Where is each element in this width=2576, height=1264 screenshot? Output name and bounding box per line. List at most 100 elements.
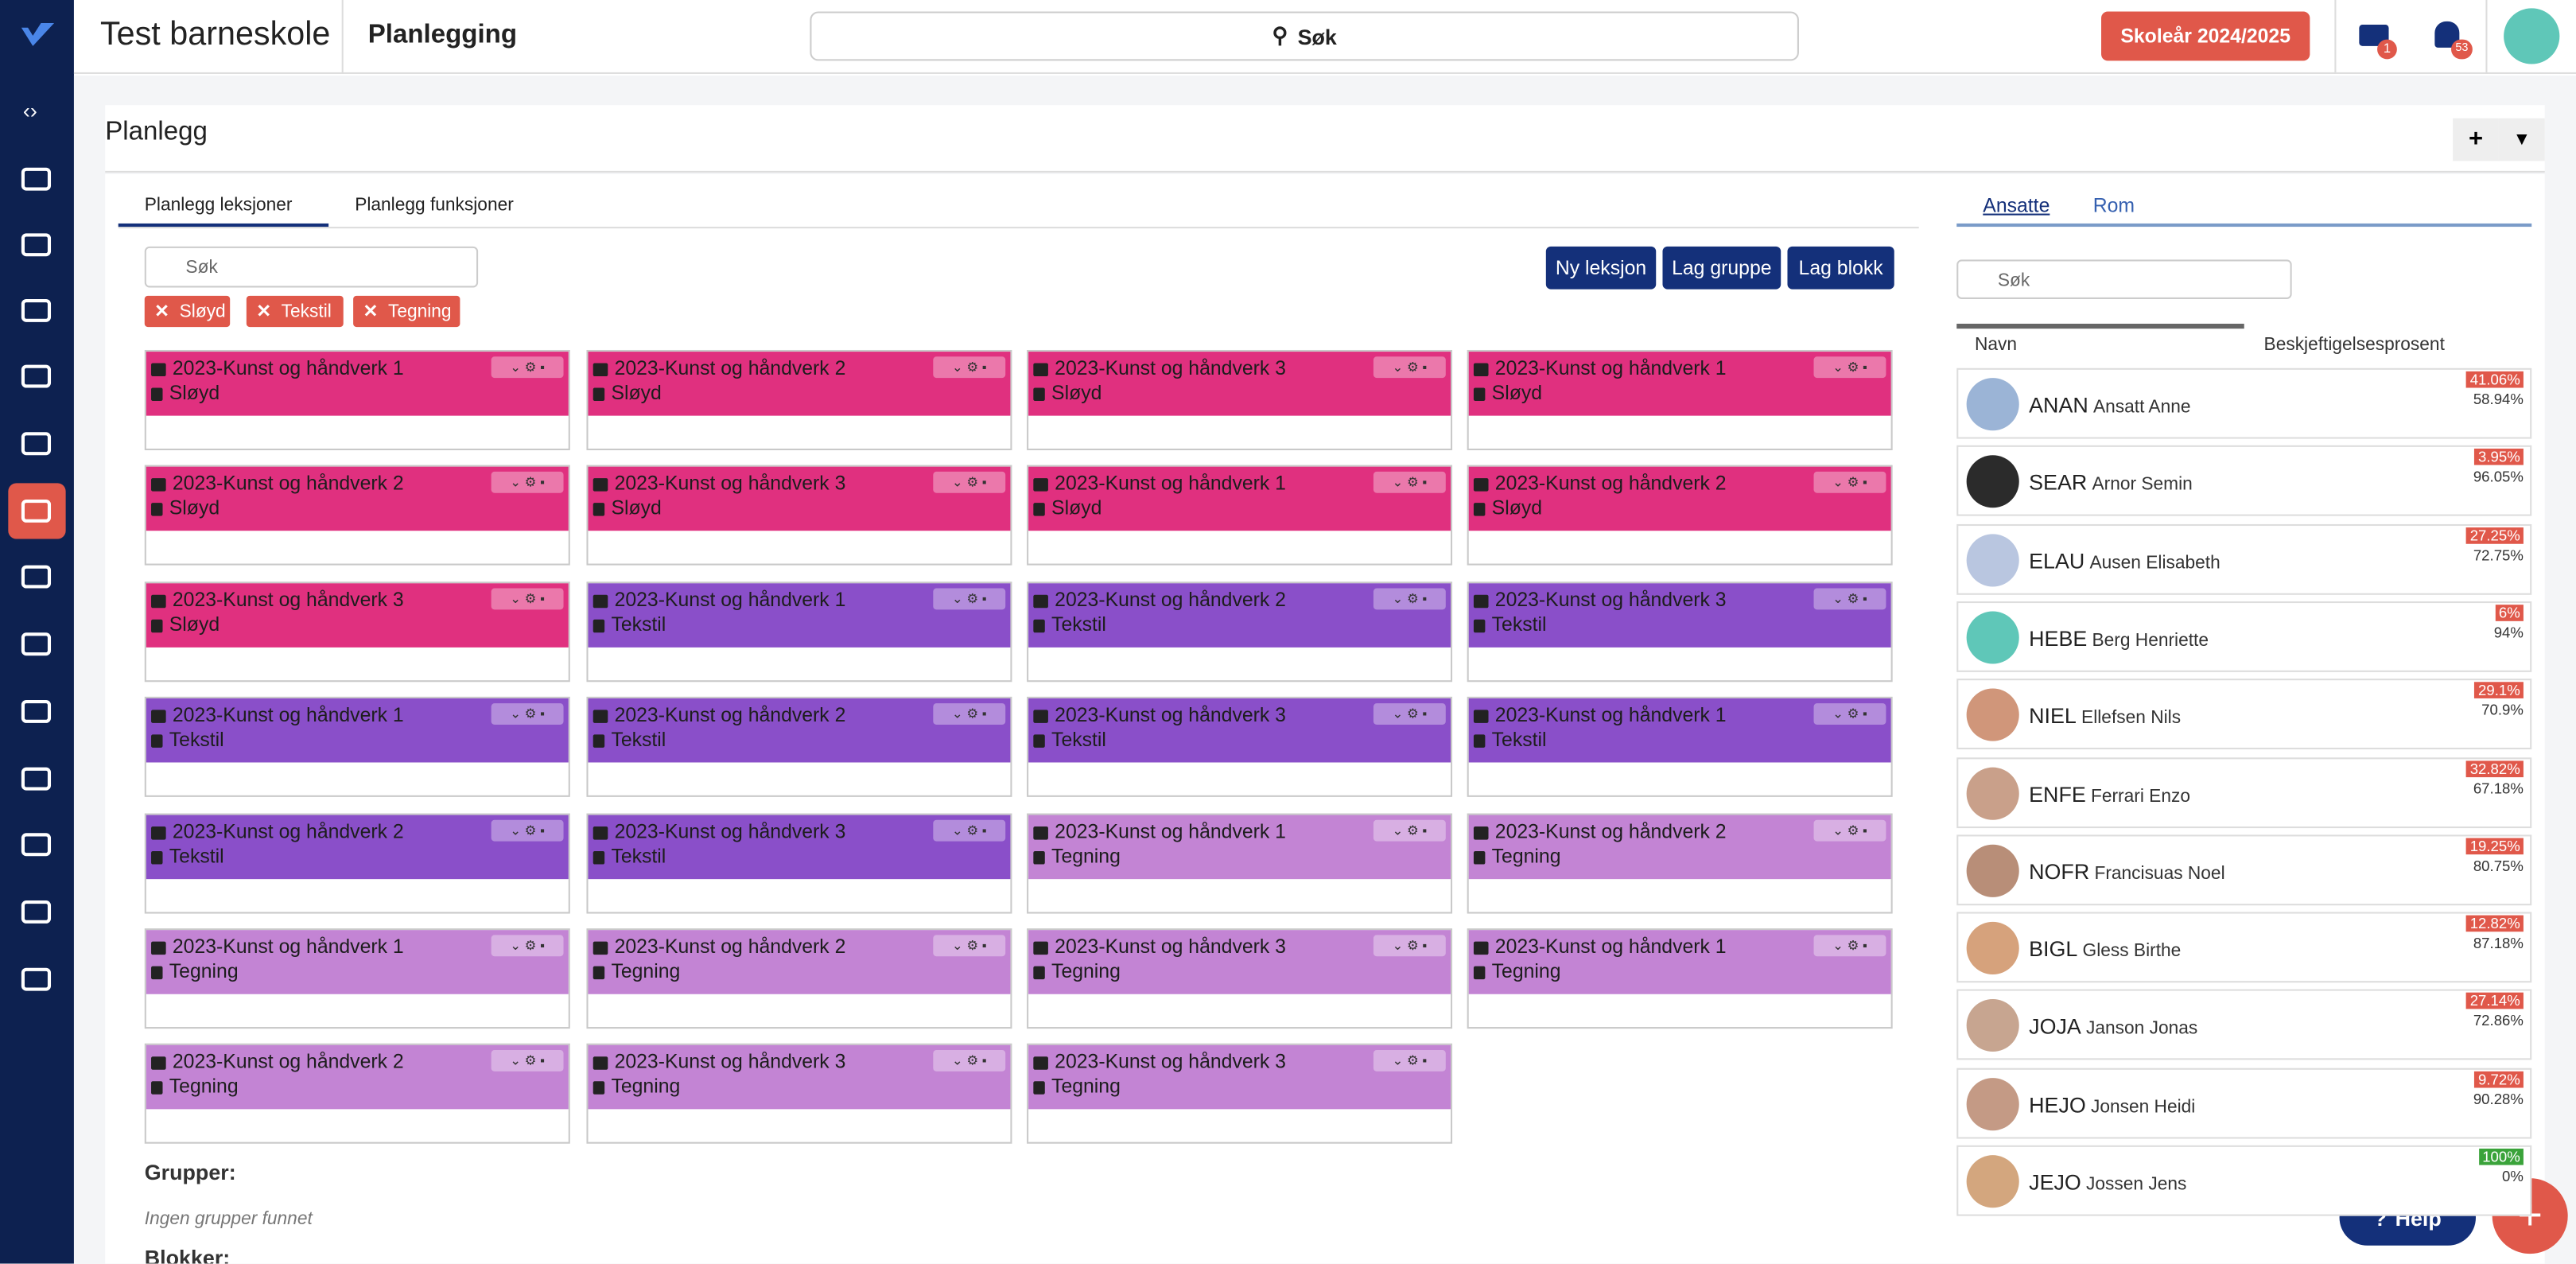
lesson-card[interactable]: 2023-Kunst og håndverk 1 Tegning ⌄ ⚙ ▪ [1027, 812, 1453, 913]
lesson-card[interactable]: 2023-Kunst og håndverk 2 Sløyd ⌄ ⚙ ▪ [586, 349, 1012, 451]
action-button[interactable]: Ny leksjon [1545, 246, 1657, 290]
action-button[interactable]: Lag blokk [1787, 246, 1894, 290]
filter-button[interactable]: ▼ [2498, 118, 2545, 161]
card-tools[interactable]: ⌄ ⚙ ▪ [1813, 588, 1886, 609]
staff-row[interactable]: ELAU Ausen Elisabeth 27.25% 72.75% [1956, 523, 2532, 594]
nav-active[interactable] [8, 483, 66, 539]
lesson-card[interactable]: 2023-Kunst og håndverk 2 Tekstil ⌄ ⚙ ▪ [144, 812, 570, 913]
staff-row[interactable]: HEBE Berg Henriette 6% 94% [1956, 601, 2532, 672]
card-tools[interactable]: ⌄ ⚙ ▪ [491, 819, 564, 841]
nav-icon[interactable] [21, 233, 52, 257]
nav-icon[interactable] [21, 967, 52, 991]
lesson-card[interactable]: 2023-Kunst og håndverk 1 Tekstil ⌄ ⚙ ▪ [1467, 697, 1893, 798]
lesson-card[interactable]: 2023-Kunst og håndverk 3 Tegning ⌄ ⚙ ▪ [1027, 1044, 1453, 1145]
nav-icon[interactable] [21, 298, 52, 322]
staff-row[interactable]: NOFR Francisuas Noel 19.25% 80.75% [1956, 834, 2532, 905]
lesson-card[interactable]: 2023-Kunst og håndverk 2 Tekstil ⌄ ⚙ ▪ [586, 697, 1012, 798]
card-tools[interactable]: ⌄ ⚙ ▪ [933, 356, 1006, 379]
lesson-card[interactable]: 2023-Kunst og håndverk 3 Sløyd ⌄ ⚙ ▪ [586, 465, 1012, 566]
tab-active[interactable]: Planlegg leksjoner [144, 195, 293, 216]
card-tools[interactable]: ⌄ ⚙ ▪ [933, 588, 1006, 609]
add-button[interactable]: + [2453, 118, 2499, 161]
lesson-card[interactable]: 2023-Kunst og håndverk 1 Tekstil ⌄ ⚙ ▪ [144, 697, 570, 798]
card-tools[interactable]: ⌄ ⚙ ▪ [1813, 703, 1886, 725]
filter-chip[interactable]: ✕ Tekstil [246, 295, 344, 328]
card-tools[interactable]: ⌄ ⚙ ▪ [933, 935, 1006, 957]
staff-row[interactable]: HEJO Jonsen Heidi 9.72% 90.28% [1956, 1068, 2532, 1138]
lesson-card[interactable]: 2023-Kunst og håndverk 1 Sløyd ⌄ ⚙ ▪ [1027, 465, 1453, 566]
column-header[interactable]: Beskjeftigelsesprosent [2263, 335, 2445, 356]
staff-tab[interactable]: Rom [2092, 193, 2135, 217]
card-tools[interactable]: ⌄ ⚙ ▪ [1373, 935, 1446, 957]
card-tools[interactable]: ⌄ ⚙ ▪ [1813, 356, 1886, 379]
lesson-card[interactable]: 2023-Kunst og håndverk 1 Tegning ⌄ ⚙ ▪ [1467, 928, 1893, 1029]
chip-remove[interactable]: ✕ [154, 302, 170, 322]
card-tools[interactable]: ⌄ ⚙ ▪ [1813, 472, 1886, 494]
card-tools[interactable]: ⌄ ⚙ ▪ [1373, 703, 1446, 725]
nav-icon[interactable] [21, 167, 52, 191]
card-tools[interactable]: ⌄ ⚙ ▪ [1373, 819, 1446, 841]
lesson-card[interactable]: 2023-Kunst og håndverk 2 Tegning ⌄ ⚙ ▪ [1467, 812, 1893, 913]
lesson-card[interactable]: 2023-Kunst og håndverk 2 Tegning ⌄ ⚙ ▪ [144, 1044, 570, 1145]
nav-icon[interactable] [21, 632, 52, 656]
lesson-card[interactable]: 2023-Kunst og håndverk 1 Tegning ⌄ ⚙ ▪ [144, 928, 570, 1029]
card-tools[interactable]: ⌄ ⚙ ▪ [491, 1050, 564, 1072]
lesson-search[interactable]: Søk [144, 246, 479, 288]
nav-icon[interactable] [21, 364, 52, 388]
card-tools[interactable]: ⌄ ⚙ ▪ [933, 703, 1006, 725]
staff-row[interactable]: ENFE Ferrari Enzo 32.82% 67.18% [1956, 756, 2532, 828]
lesson-card[interactable]: 2023-Kunst og håndverk 3 Tekstil ⌄ ⚙ ▪ [586, 812, 1012, 913]
nav-icon[interactable] [21, 900, 52, 924]
user-avatar[interactable] [2504, 8, 2560, 64]
staff-row[interactable]: BIGL Gless Birthe 12.82% 87.18% [1956, 912, 2532, 983]
nav-icon[interactable] [21, 767, 52, 791]
filter-chip[interactable]: ✕ Tegning [353, 295, 460, 328]
nav-icon[interactable] [21, 833, 52, 857]
lesson-card[interactable]: 2023-Kunst og håndverk 2 Tegning ⌄ ⚙ ▪ [586, 928, 1012, 1029]
lesson-card[interactable]: 2023-Kunst og håndverk 1 Sløyd ⌄ ⚙ ▪ [144, 349, 570, 451]
card-tools[interactable]: ⌄ ⚙ ▪ [1373, 472, 1446, 494]
action-button[interactable]: Lag gruppe [1662, 246, 1781, 290]
logo[interactable] [21, 22, 55, 46]
column-header[interactable]: Navn [1974, 335, 2018, 356]
card-tools[interactable]: ⌄ ⚙ ▪ [1373, 1050, 1446, 1072]
card-tools[interactable]: ⌄ ⚙ ▪ [1813, 819, 1886, 841]
card-tools[interactable]: ⌄ ⚙ ▪ [491, 935, 564, 957]
staff-tab-active[interactable]: Ansatte [1983, 193, 2050, 217]
lesson-card[interactable]: 2023-Kunst og håndverk 3 Sløyd ⌄ ⚙ ▪ [144, 581, 570, 682]
staff-row[interactable]: ANAN Ansatt Anne 41.06% 58.94% [1956, 368, 2532, 439]
lesson-card[interactable]: 2023-Kunst og håndverk 3 Tekstil ⌄ ⚙ ▪ [1467, 581, 1893, 682]
staff-row[interactable]: JEJO Jossen Jens 100% 0% [1956, 1145, 2532, 1216]
card-tools[interactable]: ⌄ ⚙ ▪ [491, 356, 564, 379]
global-search[interactable]: ⚲ Søk [810, 11, 1799, 61]
card-tools[interactable]: ⌄ ⚙ ▪ [491, 472, 564, 494]
lesson-card[interactable]: 2023-Kunst og håndverk 2 Sløyd ⌄ ⚙ ▪ [1467, 465, 1893, 566]
staff-row[interactable]: SEAR Arnor Semin 3.95% 96.05% [1956, 445, 2532, 517]
card-tools[interactable]: ⌄ ⚙ ▪ [491, 588, 564, 609]
tab[interactable]: Planlegg funksjoner [355, 195, 514, 216]
card-tools[interactable]: ⌄ ⚙ ▪ [933, 472, 1006, 494]
card-tools[interactable]: ⌄ ⚙ ▪ [1813, 935, 1886, 957]
chip-remove[interactable]: ✕ [256, 302, 272, 322]
card-tools[interactable]: ⌄ ⚙ ▪ [933, 819, 1006, 841]
chip-remove[interactable]: ✕ [363, 302, 379, 322]
lesson-card[interactable]: 2023-Kunst og håndverk 1 Sløyd ⌄ ⚙ ▪ [1467, 349, 1893, 451]
card-tools[interactable]: ⌄ ⚙ ▪ [933, 1050, 1006, 1072]
lesson-card[interactable]: 2023-Kunst og håndverk 3 Tegning ⌄ ⚙ ▪ [586, 1044, 1012, 1145]
year-button[interactable]: Skoleår 2024/2025 [2101, 11, 2310, 61]
toggle-icon[interactable]: ‹› [22, 98, 37, 123]
lesson-card[interactable]: 2023-Kunst og håndverk 3 Sløyd ⌄ ⚙ ▪ [1027, 349, 1453, 451]
card-tools[interactable]: ⌄ ⚙ ▪ [1373, 356, 1446, 379]
staff-row[interactable]: JOJA Janson Jonas 27.14% 72.86% [1956, 990, 2532, 1061]
nav-icon[interactable] [21, 565, 52, 589]
card-tools[interactable]: ⌄ ⚙ ▪ [491, 703, 564, 725]
nav-icon[interactable] [21, 699, 52, 723]
lesson-card[interactable]: 2023-Kunst og håndverk 3 Tekstil ⌄ ⚙ ▪ [1027, 697, 1453, 798]
card-tools[interactable]: ⌄ ⚙ ▪ [1373, 588, 1446, 609]
lesson-card[interactable]: 2023-Kunst og håndverk 3 Tegning ⌄ ⚙ ▪ [1027, 928, 1453, 1029]
filter-chip[interactable]: ✕ Sløyd [144, 295, 231, 328]
nav-icon[interactable] [21, 432, 52, 456]
lesson-card[interactable]: 2023-Kunst og håndverk 2 Sløyd ⌄ ⚙ ▪ [144, 465, 570, 566]
staff-row[interactable]: NIEL Ellefsen Nils 29.1% 70.9% [1956, 679, 2532, 750]
staff-search[interactable]: Søk [1956, 259, 2292, 299]
